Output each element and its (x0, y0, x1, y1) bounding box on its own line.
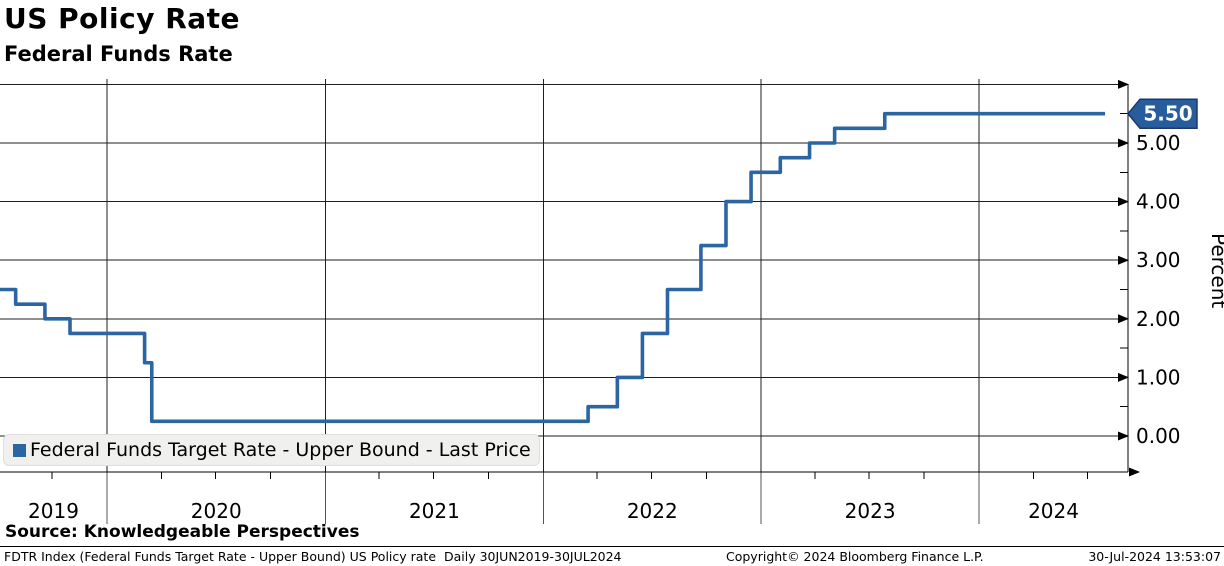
gridline-arrow-icon (1118, 431, 1129, 441)
y-tick-label: 1.00 (1136, 365, 1181, 389)
x-tick-label: 2019 (28, 499, 79, 523)
y-tick-label: 0.00 (1136, 424, 1181, 448)
x-tick-label: 2022 (627, 499, 678, 523)
chart-legend: Federal Funds Target Rate - Upper Bound … (3, 434, 540, 466)
footer-timestamp: 30-Jul-2024 13:53:07 (1088, 549, 1221, 564)
page-subtitle: Federal Funds Rate (4, 42, 233, 66)
x-tick-label: 2024 (1028, 499, 1079, 523)
page-title: US Policy Rate (4, 2, 241, 35)
fed-funds-step-line (0, 111, 1106, 424)
source-line: Source: Knowledgeable Perspectives (5, 522, 360, 542)
gridline-arrow-icon (1118, 314, 1129, 324)
gridline-arrow-icon (1118, 138, 1129, 148)
x-tick-label: 2023 (845, 499, 896, 523)
legend-swatch-icon (13, 443, 26, 457)
legend-label: Federal Funds Target Rate - Upper Bound … (30, 439, 531, 461)
gridline-arrow-icon (1118, 372, 1129, 382)
x-tick-label: 2021 (409, 499, 460, 523)
y-tick-label: 5.00 (1136, 131, 1181, 155)
x-axis-arrow-icon (1129, 467, 1140, 477)
y-tick-label: 3.00 (1136, 248, 1181, 272)
gridline-arrow-icon (1118, 79, 1129, 89)
footer-copyright: Copyright© 2024 Bloomberg Finance L.P. (726, 549, 984, 564)
footer-divider (0, 546, 1224, 547)
gridline-arrow-icon (1118, 255, 1129, 265)
last-price-label: 5.50 (1143, 102, 1192, 126)
footer-security-info: FDTR Index (Federal Funds Target Rate - … (4, 549, 622, 564)
x-tick-label: 2020 (191, 499, 242, 523)
y-tick-label: 4.00 (1136, 190, 1181, 214)
y-tick-label: 2.00 (1136, 307, 1181, 331)
gridline-arrow-icon (1118, 197, 1129, 207)
last-price-callout (1127, 98, 1198, 129)
y-axis-title: Percent (1207, 233, 1224, 308)
